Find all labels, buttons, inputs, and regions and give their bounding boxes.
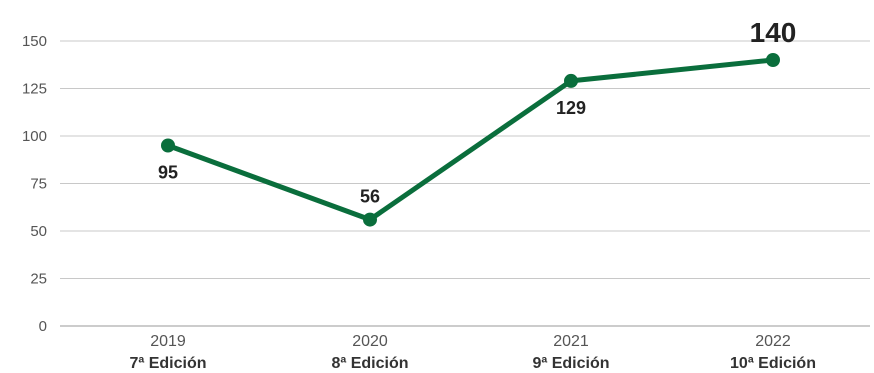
data-labels: 95 56 129 140 — [158, 17, 796, 207]
data-point — [766, 53, 780, 67]
y-tick-label: 50 — [30, 223, 47, 240]
y-tick-label: 75 — [30, 176, 47, 193]
x-tick-year-label: 2021 — [553, 333, 589, 350]
data-point — [363, 212, 377, 227]
data-point — [564, 73, 578, 88]
y-tick-label: 100 — [22, 128, 47, 145]
y-tick-label: 125 — [22, 81, 47, 98]
x-tick-edition-label: 9ª Edición — [532, 355, 609, 372]
grid-lines — [60, 40, 870, 327]
x-tick-year-label: 2019 — [150, 333, 186, 350]
data-point — [161, 138, 175, 153]
x-tick-edition-label: 7ª Edición — [129, 355, 206, 372]
data-label: 95 — [158, 163, 178, 183]
series-line — [165, 57, 776, 223]
data-label: 56 — [360, 187, 380, 207]
y-tick-label: 25 — [30, 271, 47, 288]
x-tick-edition-label: 8ª Edición — [331, 355, 408, 372]
x-tick-year-label: 2020 — [352, 333, 388, 350]
y-axis-ticks: 0 25 50 75 100 125 150 — [22, 33, 47, 335]
x-tick-year-label: 2022 — [755, 333, 791, 350]
data-label: 129 — [556, 98, 586, 118]
x-axis-ticks: 2019 7ª Edición 2020 8ª Edición 2021 9ª Edici… — [129, 333, 816, 372]
series-polyline — [165, 57, 776, 223]
y-tick-label: 0 — [39, 318, 47, 335]
y-tick-label: 150 — [22, 33, 47, 50]
data-label-highlight: 140 — [750, 17, 797, 48]
data-points — [161, 53, 780, 227]
x-tick-edition-label: 10ª Edición — [730, 355, 816, 372]
